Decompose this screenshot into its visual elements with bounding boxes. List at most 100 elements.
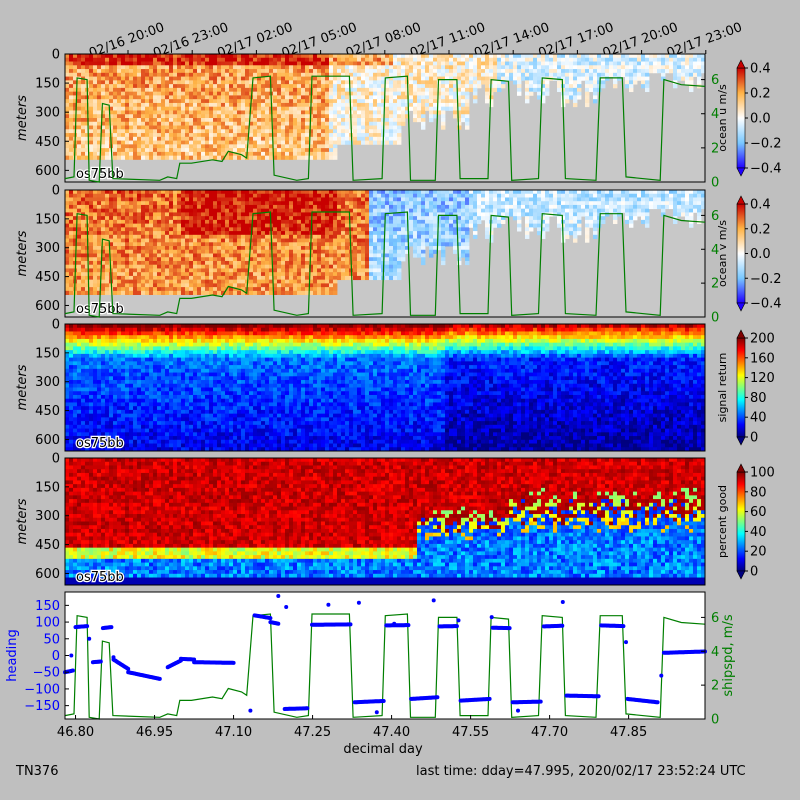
- heatmap-cell: [229, 238, 234, 243]
- heatmap-cell: [269, 287, 274, 292]
- heatmap-cell: [145, 242, 150, 247]
- heatmap-cell: [249, 76, 254, 81]
- heatmap-cell: [209, 257, 214, 262]
- heatmap-cell: [213, 87, 218, 93]
- heatmap-cell: [329, 125, 334, 130]
- heatmap-cell: [297, 264, 302, 269]
- heatmap-cell: [229, 227, 234, 232]
- heatmap-cell: [365, 125, 370, 130]
- heatmap-cell: [193, 80, 198, 85]
- heatmap-cell: [473, 91, 478, 96]
- heatmap-cell: [317, 144, 322, 149]
- heatmap-cell: [293, 114, 298, 119]
- heatmap-cell: [565, 91, 570, 96]
- heatmap-cell: [329, 69, 334, 74]
- heatmap-cell: [121, 61, 126, 66]
- heatmap-cell: [245, 140, 250, 145]
- heatmap-cell: [265, 151, 270, 157]
- heatmap-cell: [481, 76, 486, 81]
- heatmap-cell: [217, 54, 222, 59]
- heatmap-cell: [661, 72, 666, 77]
- heatmap-cell: [281, 99, 286, 104]
- heatmap-cell: [217, 125, 222, 130]
- heatmap-cell: [173, 219, 178, 225]
- heatmap-cell: [629, 57, 634, 62]
- heatmap-cell: [553, 65, 558, 70]
- heatmap-cell: [301, 151, 306, 157]
- heatmap-cell: [265, 234, 270, 239]
- heatmap-cell: [113, 87, 118, 93]
- heatmap-cell: [253, 257, 258, 262]
- heatmap-cell: [537, 91, 542, 96]
- heatmap-cell: [389, 114, 394, 119]
- heatmap-cell: [265, 121, 270, 126]
- heatmap-cell: [125, 76, 130, 81]
- heatmap-cell: [401, 61, 406, 66]
- heatmap-cell: [365, 91, 370, 96]
- heatmap-cell: [301, 249, 306, 254]
- heatmap-cell: [541, 65, 546, 70]
- heatmap-cell: [73, 84, 78, 89]
- heatmap-cell: [493, 65, 498, 70]
- heatmap-cell: [213, 272, 218, 277]
- heatmap-cell: [357, 114, 362, 119]
- heatmap-cell: [177, 99, 182, 104]
- heatmap-cell: [149, 204, 154, 210]
- heatmap-cell: [585, 87, 590, 93]
- heatmap-cell: [573, 54, 578, 59]
- heatmap-cell: [313, 287, 318, 292]
- heatmap-cell: [153, 197, 158, 202]
- heatmap-cell: [181, 279, 186, 284]
- heatmap-cell: [545, 61, 550, 66]
- heatmap-cell: [197, 231, 202, 236]
- heatmap-cell: [405, 65, 410, 70]
- heatmap-cell: [317, 106, 322, 111]
- heatmap-cell: [129, 91, 134, 96]
- heatmap-cell: [401, 91, 406, 96]
- heatmap-cell: [241, 61, 246, 66]
- heatmap-cell: [153, 208, 158, 213]
- heatmap-cell: [273, 87, 278, 93]
- heatmap-cell: [193, 227, 198, 232]
- heatmap-cell: [109, 193, 114, 198]
- heatmap-cell: [233, 208, 238, 213]
- heatmap-cell: [161, 76, 166, 81]
- heatmap-cell: [313, 65, 318, 70]
- heatmap-cell: [133, 118, 138, 123]
- heatmap-cell: [145, 219, 150, 225]
- heatmap-cell: [273, 57, 278, 62]
- heatmap-cell: [153, 283, 158, 288]
- heatmap-cell: [157, 283, 162, 288]
- heatmap-cell: [225, 249, 230, 254]
- heatmap-cell: [441, 121, 446, 126]
- heatmap-cell: [337, 80, 342, 85]
- heatmap-cell: [233, 72, 238, 77]
- heatmap-cell: [157, 151, 162, 157]
- heatmap-cell: [677, 61, 682, 66]
- heatmap-cell: [453, 61, 458, 66]
- heatmap-cell: [89, 102, 94, 108]
- heatmap-cell: [145, 129, 150, 134]
- heatmap-cell: [233, 144, 238, 149]
- heatmap-cell: [629, 80, 634, 85]
- heatmap-cell: [253, 283, 258, 288]
- heatmap-cell: [141, 212, 146, 217]
- heatmap-cell: [237, 99, 242, 104]
- heatmap-cell: [577, 84, 582, 89]
- heatmap-cell: [197, 242, 202, 247]
- heatmap-cell: [561, 76, 566, 81]
- heatmap-cell: [153, 268, 158, 273]
- heatmap-cell: [325, 102, 330, 108]
- heatmap-cell: [557, 80, 562, 85]
- heatmap-cell: [73, 91, 78, 96]
- heatmap-cell: [197, 69, 202, 74]
- heatmap-cell: [541, 99, 546, 104]
- heatmap-cell: [193, 118, 198, 123]
- heatmap-cell: [117, 114, 122, 119]
- heatmap-cell: [205, 54, 210, 59]
- heatmap-cell: [673, 65, 678, 70]
- heatmap-cell: [345, 80, 350, 85]
- heatmap-cell: [65, 136, 70, 141]
- heatmap-cell: [245, 110, 250, 115]
- heatmap-cell: [65, 129, 70, 134]
